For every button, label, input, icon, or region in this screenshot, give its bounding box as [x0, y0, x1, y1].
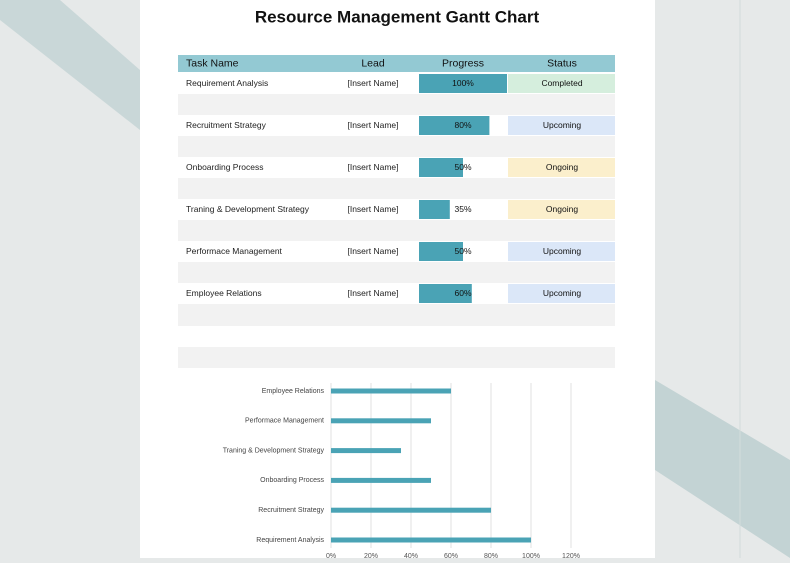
progress-label: 60% [454, 288, 471, 298]
spacer-row [178, 94, 615, 115]
progress-bar [419, 200, 450, 219]
bar [331, 477, 431, 483]
lead-name: [Insert Name] [347, 204, 398, 214]
status-cell [508, 74, 615, 93]
status-label: Completed [541, 78, 582, 88]
y-tick-label: Onboarding Process [260, 477, 324, 484]
spacer-row [178, 347, 615, 368]
progress-bar [419, 116, 490, 135]
task-name: Traning & Development Strategy [186, 204, 310, 214]
spacer-row [178, 262, 615, 283]
bar [331, 448, 401, 454]
x-tick-label: 60% [444, 553, 458, 558]
task-name: Onboarding Process [186, 162, 264, 172]
progress-label: 35% [454, 204, 471, 214]
task-name: Recruitment Strategy [186, 120, 267, 130]
status-label: Upcoming [543, 288, 582, 298]
status-cell [508, 158, 615, 177]
status-cell [508, 284, 615, 303]
progress-label: 100% [452, 78, 474, 88]
status-label: Upcoming [543, 246, 582, 256]
y-tick-label: Recruitment Strategy [258, 507, 324, 514]
lead-name: [Insert Name] [347, 246, 398, 256]
progress-bar [419, 74, 507, 93]
progress-bar [419, 158, 463, 177]
table-header [178, 55, 615, 72]
progress-label: 50% [454, 246, 471, 256]
spacer-row [178, 178, 615, 199]
x-tick-label: 120% [562, 553, 580, 558]
column-header: Lead [361, 57, 385, 69]
x-tick-label: 0% [326, 553, 336, 558]
lead-name: [Insert Name] [347, 162, 398, 172]
progress-label: 80% [454, 120, 471, 130]
bar [331, 388, 451, 394]
background-shape [655, 380, 790, 558]
y-tick-label: Performace Management [245, 418, 324, 425]
y-tick-label: Employee Relations [262, 388, 325, 395]
status-cell [508, 200, 615, 219]
y-tick-label: Traning & Development Strategy [223, 447, 325, 454]
progress-bar [419, 242, 463, 261]
task-name: Performace Management [186, 246, 283, 256]
bar [331, 418, 431, 424]
lead-name: [Insert Name] [347, 288, 398, 298]
column-header: Task Name [186, 57, 239, 69]
title: Resource Management Gantt Chart [255, 7, 540, 26]
task-name: Employee Relations [186, 288, 262, 298]
x-tick-label: 100% [522, 553, 540, 558]
bar [331, 507, 491, 513]
status-cell [508, 116, 615, 135]
x-tick-label: 20% [364, 553, 378, 558]
progress-bar [419, 284, 472, 303]
task-name: Requirement Analysis [186, 78, 268, 88]
background-shape [0, 0, 140, 130]
x-tick-label: 40% [404, 553, 418, 558]
status-label: Upcoming [543, 120, 582, 130]
spacer-row [178, 304, 615, 325]
status-label: Ongoing [546, 162, 578, 172]
lead-name: [Insert Name] [347, 120, 398, 130]
progress-label: 50% [454, 162, 471, 172]
spacer-row [178, 136, 615, 157]
status-cell [508, 242, 615, 261]
y-tick-label: Requirement Analysis [256, 537, 324, 544]
spacer-row [178, 220, 615, 241]
column-header: Status [547, 57, 577, 69]
status-label: Ongoing [546, 204, 578, 214]
x-tick-label: 80% [484, 553, 498, 558]
column-header: Progress [442, 57, 484, 69]
lead-name: [Insert Name] [347, 78, 398, 88]
bar [331, 537, 531, 543]
